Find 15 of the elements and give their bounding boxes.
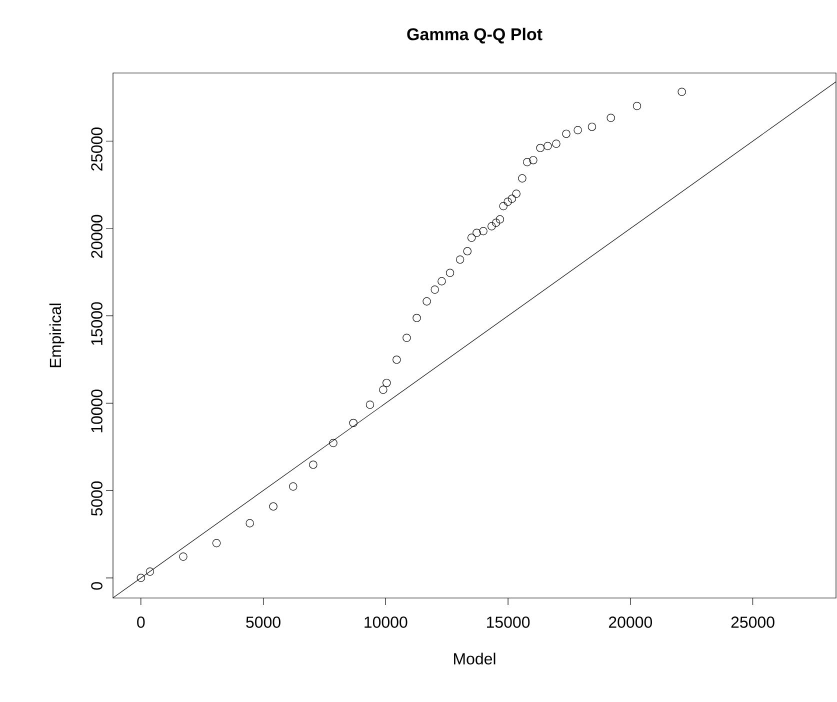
x-axis-title: Model [454, 652, 496, 664]
x-tick-label: 10000 [364, 616, 408, 628]
chart-title: Gamma Q-Q Plot [407, 28, 542, 44]
y-tick-label: 10000 [91, 390, 102, 432]
x-tick-label: 15000 [487, 616, 530, 628]
y-tick-label: 5000 [91, 481, 102, 516]
y-tick-label: 25000 [91, 128, 102, 171]
x-tick-label: 0 [137, 616, 145, 628]
x-tick-label: 25000 [731, 616, 774, 628]
y-axis-title: Empirical [49, 304, 64, 368]
x-tick-label: 5000 [246, 616, 280, 628]
y-tick-label: 0 [91, 582, 102, 590]
x-tick-label: 20000 [608, 616, 652, 628]
y-tick-label: 20000 [91, 214, 102, 258]
y-tick-label: 15000 [91, 302, 102, 345]
